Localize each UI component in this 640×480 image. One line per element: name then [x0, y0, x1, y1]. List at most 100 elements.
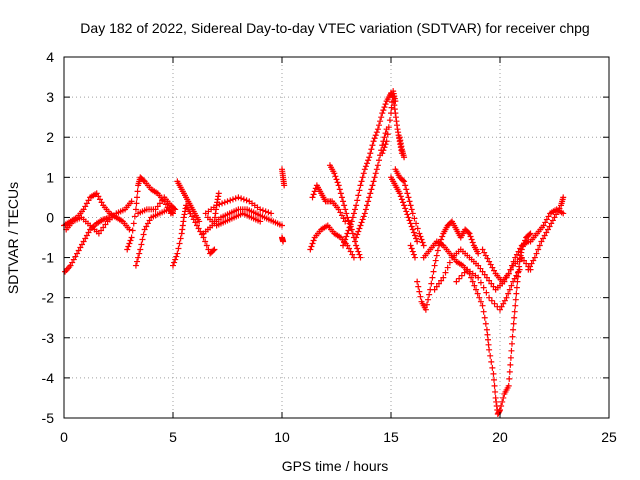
data-point	[381, 134, 388, 141]
data-point	[410, 229, 417, 236]
data-point	[95, 193, 102, 200]
data-point	[407, 202, 414, 209]
data-point	[174, 250, 181, 257]
data-point	[429, 274, 436, 281]
data-point	[268, 210, 275, 217]
data-point	[407, 242, 414, 249]
data-point	[364, 160, 371, 167]
data-point	[440, 274, 447, 281]
data-point	[486, 277, 493, 284]
data-point	[408, 206, 415, 213]
data-point	[333, 176, 340, 183]
data-point	[515, 248, 522, 255]
data-point	[423, 301, 430, 308]
data-point	[340, 215, 347, 222]
data-point	[232, 195, 239, 202]
x-tick-label: 15	[383, 429, 399, 445]
data-point	[388, 110, 394, 117]
data-point	[221, 199, 228, 206]
data-point	[481, 249, 488, 256]
data-point	[129, 227, 136, 234]
data-point	[309, 240, 316, 247]
data-point	[78, 241, 85, 248]
data-point	[349, 230, 356, 237]
data-point	[354, 197, 361, 204]
data-point	[195, 225, 202, 232]
data-point	[475, 274, 482, 281]
data-point	[415, 283, 422, 290]
data-point	[355, 248, 362, 255]
data-point	[357, 222, 364, 229]
data-point	[517, 245, 524, 252]
data-point	[551, 214, 558, 221]
data-point	[335, 206, 342, 213]
data-point	[414, 225, 421, 232]
data-point	[514, 269, 521, 276]
data-point	[311, 188, 318, 195]
data-point	[475, 262, 482, 269]
data-point	[343, 210, 350, 217]
data-point	[82, 203, 89, 210]
data-point	[196, 218, 203, 225]
data-point	[474, 290, 481, 297]
data-point	[353, 242, 360, 249]
data-point	[358, 178, 365, 185]
data-point	[345, 217, 352, 224]
data-point	[171, 259, 178, 266]
data-point	[492, 388, 499, 395]
data-point	[262, 208, 269, 215]
data-point	[279, 222, 285, 229]
data-point	[431, 262, 438, 269]
data-point	[352, 238, 359, 245]
data-point	[360, 170, 367, 177]
x-tick-label: 0	[60, 429, 68, 445]
data-point	[487, 352, 494, 359]
y-tick-label: -2	[42, 290, 55, 306]
data-point	[397, 193, 404, 200]
y-tick-label: 4	[46, 49, 54, 65]
data-point	[404, 211, 411, 218]
data-point	[138, 241, 145, 248]
data-point	[367, 190, 374, 197]
data-point	[349, 214, 356, 221]
data-point	[340, 198, 347, 205]
data-point	[553, 211, 560, 218]
data-point	[531, 254, 538, 261]
data-point	[210, 247, 217, 254]
data-point	[466, 230, 473, 237]
data-point	[409, 248, 416, 255]
data-point	[525, 266, 532, 273]
data-point	[364, 202, 371, 209]
x-tick-label: 5	[169, 429, 177, 445]
data-point	[396, 190, 403, 197]
data-point	[411, 254, 418, 261]
data-point	[338, 212, 345, 219]
data-point	[469, 278, 476, 285]
data-point	[446, 259, 453, 266]
data-point	[435, 280, 442, 287]
y-tick-label: -4	[42, 370, 55, 386]
data-point	[486, 346, 493, 353]
data-point	[417, 233, 424, 240]
data-point	[403, 208, 410, 215]
data-point	[512, 254, 519, 261]
data-point	[369, 142, 376, 149]
data-point	[238, 195, 245, 202]
data-point	[546, 223, 553, 230]
data-point	[413, 235, 420, 242]
data-point	[434, 247, 441, 254]
data-point	[75, 247, 82, 254]
data-point	[385, 124, 392, 131]
data-point	[490, 283, 497, 290]
data-point	[490, 370, 497, 377]
data-point	[136, 250, 143, 257]
data-point	[347, 248, 354, 255]
data-point	[510, 258, 517, 265]
data-point	[74, 250, 81, 257]
data-point	[124, 246, 131, 253]
data-point	[193, 222, 200, 229]
data-point	[500, 300, 507, 307]
data-point	[371, 174, 378, 181]
data-point	[541, 232, 548, 239]
